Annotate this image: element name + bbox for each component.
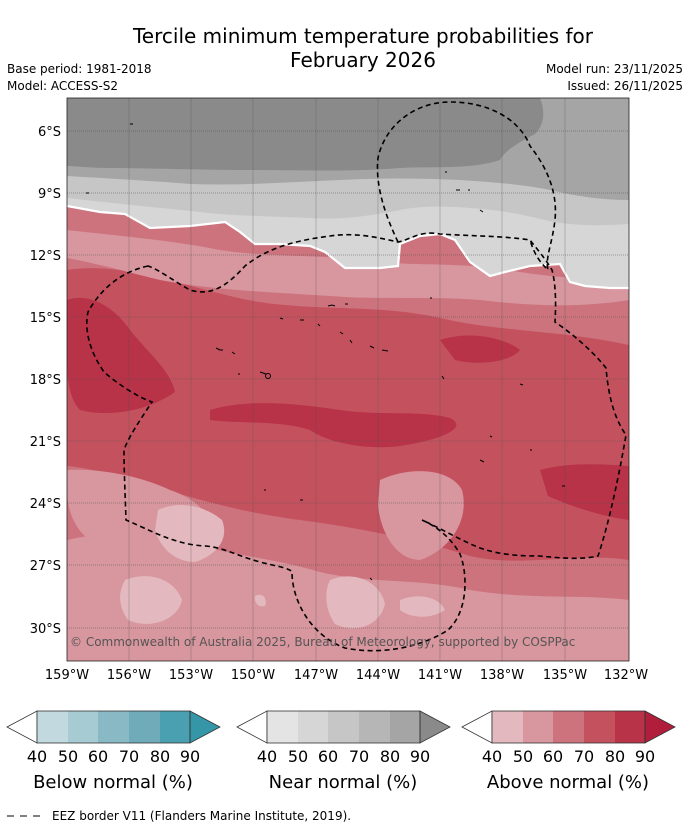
- colorbar-above-normal: 40 50 60 70 80 90 Above normal (%): [461, 710, 676, 793]
- lat-label: 30°S: [30, 622, 61, 637]
- cb-outline: [189, 710, 221, 744]
- map-plot-area: © Commonwealth of Australia 2025, Bureau…: [67, 98, 629, 661]
- cb-title-above: Above normal (%): [487, 772, 649, 793]
- cb-tick: 90: [180, 747, 200, 766]
- cb-seg: [98, 711, 129, 743]
- cb-tick: 40: [257, 747, 277, 766]
- cb-seg: [461, 710, 493, 744]
- lat-label: 21°S: [30, 435, 61, 450]
- eez-french-polynesia: [85, 232, 627, 652]
- cb-outline: [419, 710, 451, 744]
- cb-tick: 40: [482, 747, 502, 766]
- above-40-50-patch-5: [254, 594, 266, 607]
- above-40-50-patch-3: [326, 576, 385, 629]
- lat-label: 9°S: [38, 187, 61, 202]
- cb-seg: [190, 711, 220, 743]
- lon-label: 156°W: [107, 668, 151, 683]
- latitude-axis: 6°S 9°S 12°S 15°S 18°S 21°S 24°S 27°S 30…: [30, 125, 61, 637]
- cb-tick: 40: [27, 747, 47, 766]
- tercile-boundary-line: [67, 204, 629, 290]
- cb-seg: [160, 711, 190, 743]
- above-80-90-patch-west: [67, 297, 175, 414]
- lat-label: 12°S: [30, 249, 61, 264]
- lon-label: 144°W: [356, 668, 400, 683]
- colorbar-below-normal: 40 50 60 70 80 90 Below normal (%): [6, 710, 221, 793]
- cb-tick: 90: [410, 747, 430, 766]
- above-40-50-patch-2: [120, 576, 182, 624]
- lon-label: 147°W: [294, 668, 338, 683]
- eez-kiribati: [376, 101, 557, 273]
- cb-seg: [298, 711, 328, 743]
- lat-label: 6°S: [38, 125, 61, 140]
- cb-seg: [359, 711, 390, 743]
- cb-outline: [644, 710, 676, 744]
- lat-label: 27°S: [30, 559, 61, 574]
- near-70-80-region: [67, 98, 544, 171]
- eez-legend-text: EEZ border V11 (Flanders Marine Institut…: [52, 809, 352, 823]
- model-name: Model: ACCESS-S2: [7, 79, 119, 93]
- cb-seg: [584, 711, 615, 743]
- cb-tick: 70: [119, 747, 139, 766]
- cb-tick: 80: [380, 747, 400, 766]
- cb-tick: 60: [88, 747, 108, 766]
- cb-seg: [523, 711, 553, 743]
- base-period: Base period: 1981-2018: [7, 62, 152, 76]
- cb-tick: 50: [513, 747, 533, 766]
- cb-seg: [328, 711, 359, 743]
- cb-tick: 50: [288, 747, 308, 766]
- cb-seg: [236, 710, 268, 744]
- lon-label: 153°W: [169, 668, 213, 683]
- cb-seg: [68, 711, 98, 743]
- cb-title-below: Below normal (%): [33, 772, 193, 793]
- above-40-50-patch-4: [400, 596, 445, 617]
- above-80-90-patch-central: [210, 403, 457, 448]
- islands: [86, 123, 565, 581]
- map-frame: [66, 97, 630, 662]
- cb-tick: 60: [318, 747, 338, 766]
- lat-label: 18°S: [30, 373, 61, 388]
- issued-date: Issued: 26/11/2025: [567, 79, 683, 93]
- cb-seg: [615, 711, 645, 743]
- copyright-notice: © Commonwealth of Australia 2025, Bureau…: [70, 635, 575, 649]
- title-line-2: February 2026: [290, 48, 436, 72]
- cb-seg: [129, 711, 160, 743]
- longitude-axis: 159°W 156°W 153°W 150°W 147°W 144°W 141°…: [45, 668, 648, 683]
- above-80-90-patch-north: [440, 335, 520, 363]
- eez-borders: [85, 101, 627, 652]
- title-line-1: Tercile minimum temperature probabilitie…: [132, 24, 594, 48]
- cb-seg: [420, 711, 450, 743]
- cb-tick: 70: [349, 747, 369, 766]
- lon-label: 135°W: [543, 668, 587, 683]
- cb-seg: [553, 711, 584, 743]
- map-title: Tercile minimum temperature probabilitie…: [0, 24, 690, 72]
- model-run: Model run: 23/11/2025: [545, 62, 683, 76]
- cb-seg: [645, 711, 675, 743]
- cb-title-near: Near normal (%): [269, 772, 418, 793]
- cb-seg: [492, 711, 523, 743]
- cb-tick: 80: [150, 747, 170, 766]
- cb-seg: [267, 711, 298, 743]
- cb-seg: [6, 710, 38, 744]
- cb-tick: 60: [543, 747, 563, 766]
- cb-tick: 80: [605, 747, 625, 766]
- lon-label: 138°W: [480, 668, 524, 683]
- lon-label: 159°W: [45, 668, 89, 683]
- above-40-50-patch-1: [155, 505, 225, 562]
- cb-tick: 90: [635, 747, 655, 766]
- lat-label: 15°S: [30, 311, 61, 326]
- cb-seg: [390, 711, 420, 743]
- lon-label: 132°W: [604, 668, 648, 683]
- above-50-60-region-se: [378, 471, 464, 560]
- cb-seg: [37, 711, 68, 743]
- lon-label: 150°W: [231, 668, 275, 683]
- above-80-90-patch-east: [540, 464, 629, 520]
- lon-label: 141°W: [418, 668, 462, 683]
- lat-label: 24°S: [30, 497, 61, 512]
- cb-tick: 70: [574, 747, 594, 766]
- colorbar-near-normal: 40 50 60 70 80 90 Near normal (%): [236, 710, 451, 793]
- cb-tick: 50: [58, 747, 78, 766]
